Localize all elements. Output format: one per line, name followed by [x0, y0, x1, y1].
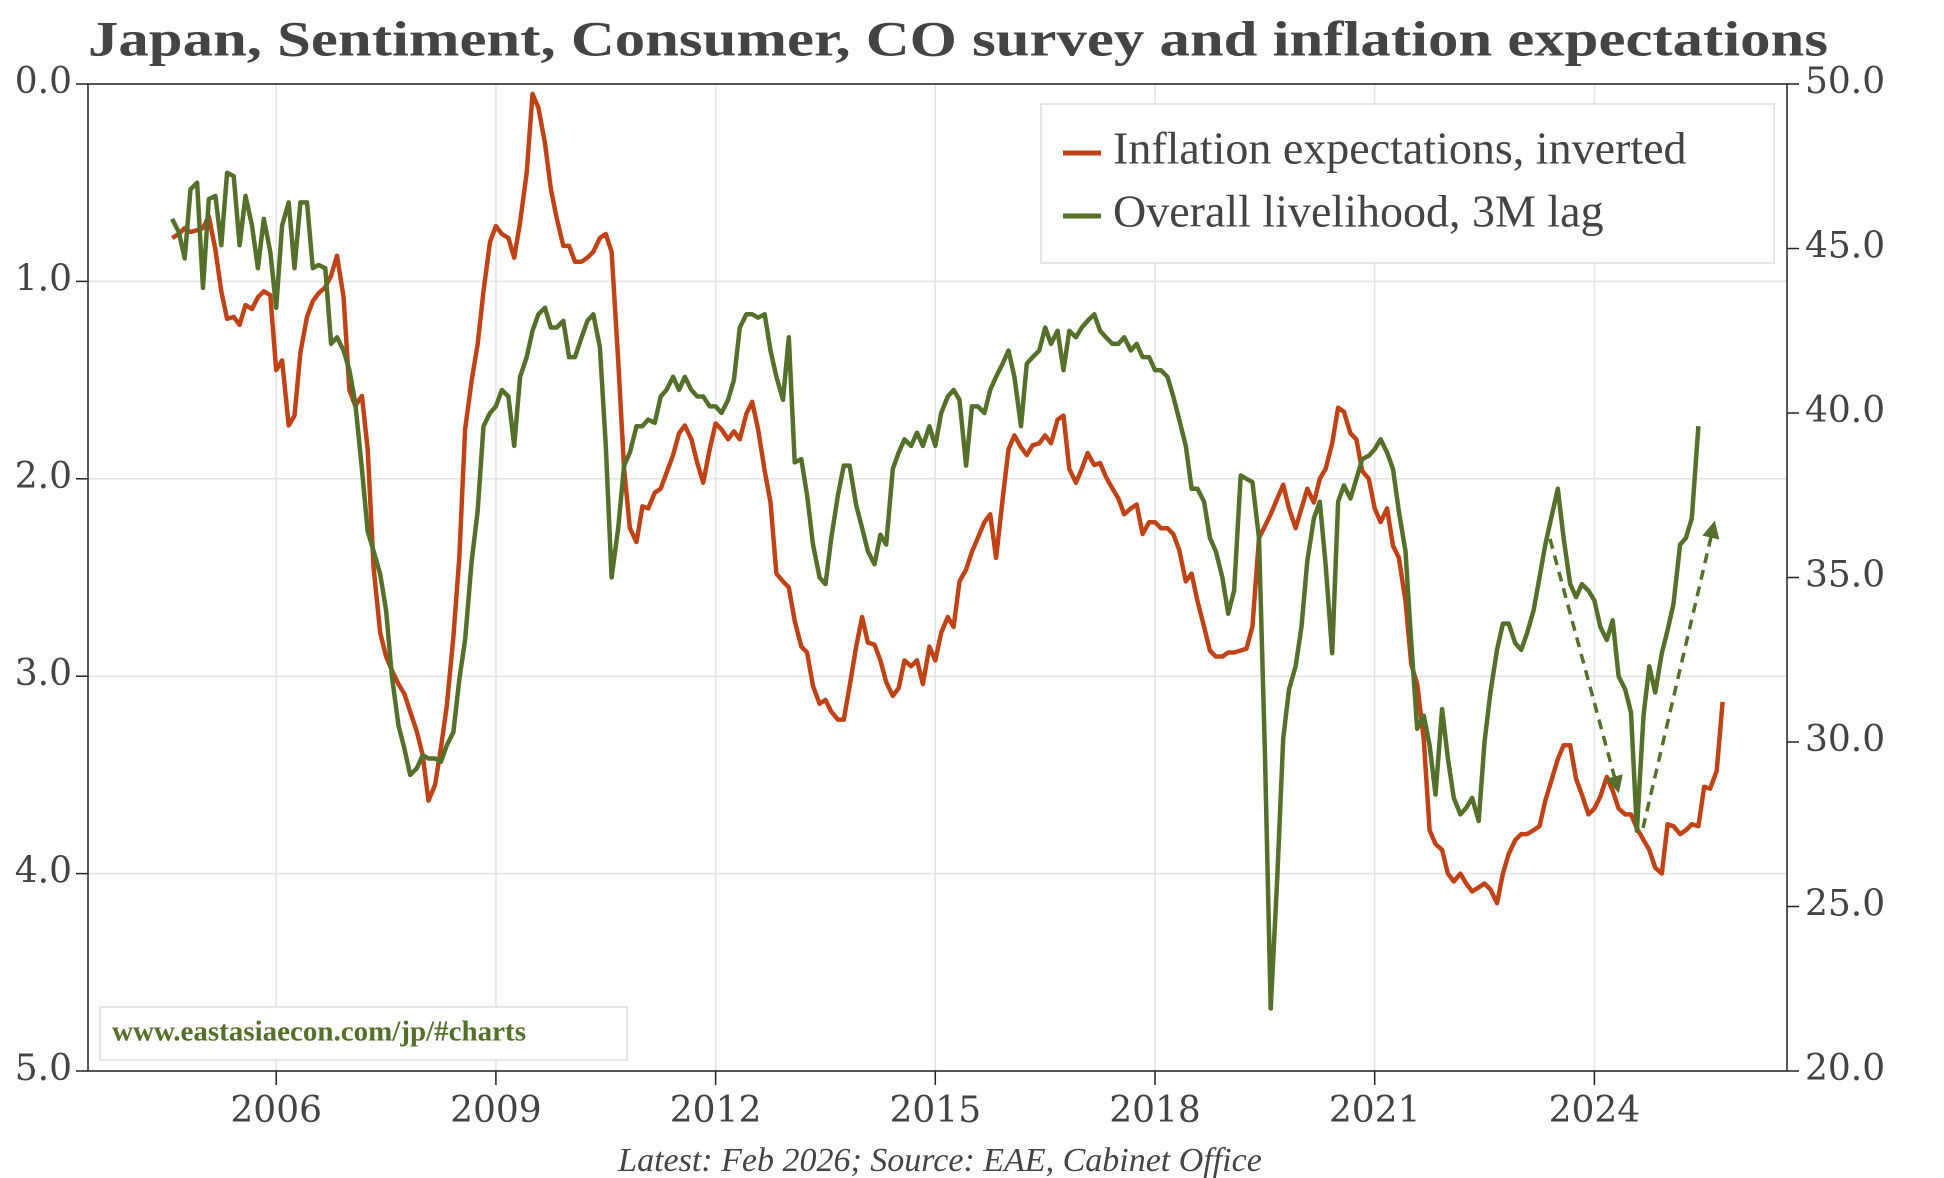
y2-tick-label: 30.0	[1805, 719, 1885, 760]
chart-title: Japan, Sentiment, Consumer, CO survey an…	[88, 10, 1828, 66]
x-tick-label: 2009	[450, 1090, 542, 1131]
trend-arrow	[1641, 520, 1720, 829]
legend-box	[1040, 103, 1775, 264]
watermark: www.eastasiaecon.com/jp/#charts	[112, 1016, 526, 1048]
x-tick-label: 2015	[889, 1090, 981, 1131]
y2-tick-label: 40.0	[1805, 390, 1885, 431]
series-line	[170, 170, 1701, 1011]
x-tick-label: 2024	[1549, 1090, 1641, 1131]
y-tick-label: 1.0	[15, 258, 72, 299]
y-tick-label: 0.0	[15, 61, 72, 102]
source-note: Latest: Feb 2026; Source: EAE, Cabinet O…	[617, 1142, 1262, 1178]
x-tick-label: 2012	[670, 1090, 762, 1131]
y2-tick-label: 35.0	[1805, 555, 1885, 596]
legend: Inflation expectations, inverted Overall …	[1040, 103, 1775, 264]
y-tick-label: 3.0	[15, 653, 72, 694]
watermark-box	[99, 1006, 628, 1061]
trend-arrow	[1548, 538, 1623, 794]
y2-tick-label: 45.0	[1805, 226, 1885, 267]
y2-tick-label: 20.0	[1805, 1048, 1885, 1089]
y-tick-label: 4.0	[15, 851, 72, 892]
x-tick-label: 2021	[1329, 1090, 1421, 1131]
legend-label: Inflation expectations, inverted	[1113, 123, 1687, 174]
series-line	[171, 91, 1725, 906]
y-tick-label: 2.0	[15, 456, 72, 497]
lines	[170, 91, 1725, 1011]
legend-label: Overall livelihood, 3M lag	[1113, 186, 1604, 237]
y-tick-label: 5.0	[15, 1048, 72, 1089]
x-tick-label: 2018	[1109, 1090, 1201, 1131]
axes: 0.0 1.0 2.0 3.0 4.0 5.0 20.0 25.0 30.0 35.0 40.0 45…	[15, 61, 1885, 1131]
y2-tick-label: 25.0	[1805, 884, 1885, 925]
y2-tick-label: 50.0	[1805, 61, 1885, 102]
x-tick-label: 2006	[230, 1090, 322, 1131]
